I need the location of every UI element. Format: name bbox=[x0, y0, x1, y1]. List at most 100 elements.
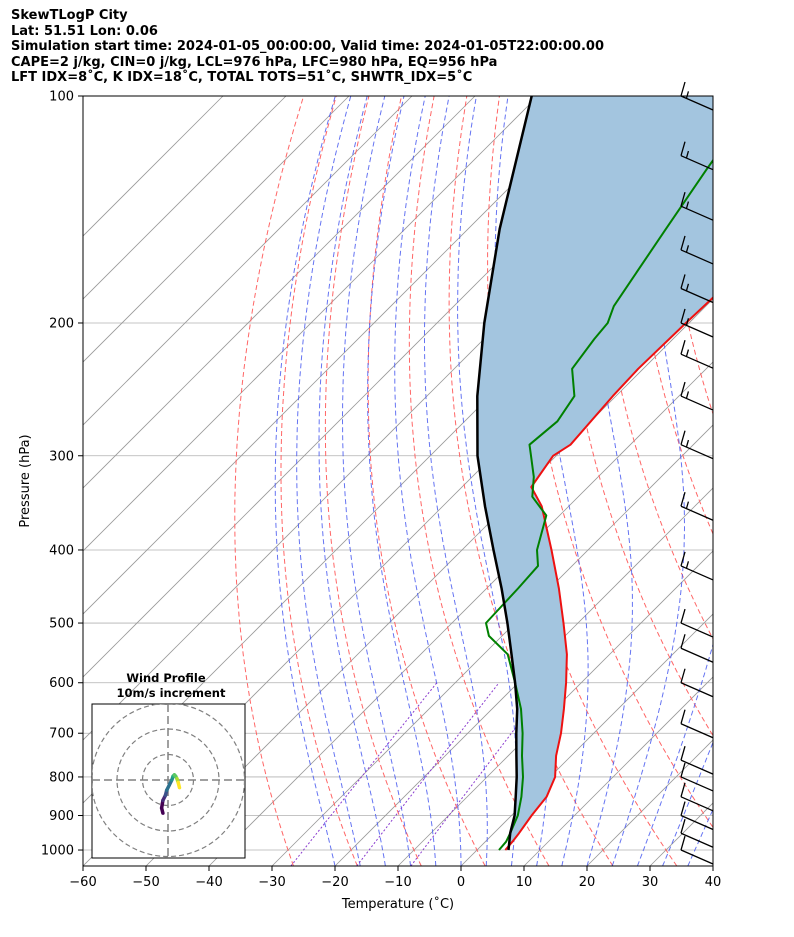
wind-barb bbox=[680, 192, 714, 221]
y-tick-label: 200 bbox=[49, 316, 74, 331]
x-tick-label: −60 bbox=[69, 875, 96, 890]
wind-barb-staff bbox=[680, 322, 714, 338]
dry-adiabat bbox=[662, 96, 713, 416]
dry-adiabat bbox=[728, 96, 794, 866]
wind-barb-flag bbox=[680, 819, 686, 834]
x-tick-label: 40 bbox=[705, 875, 722, 890]
isotherm bbox=[334, 487, 713, 866]
wind-barb-flag bbox=[680, 235, 686, 251]
wind-barb-half-flag bbox=[685, 439, 690, 448]
x-tick-label: −50 bbox=[132, 875, 159, 890]
wind-barb-staff bbox=[680, 796, 714, 812]
wind-barbs bbox=[680, 81, 714, 865]
wind-barb bbox=[680, 668, 714, 698]
wind-barb bbox=[680, 634, 714, 663]
wind-barb-half-flag bbox=[685, 349, 690, 357]
dry-adiabat bbox=[234, 96, 305, 866]
moist-adiabat bbox=[342, 96, 412, 866]
wind-barb bbox=[680, 81, 714, 111]
wind-barb bbox=[680, 551, 714, 581]
moist-adiabat bbox=[394, 96, 462, 866]
wind-barb bbox=[680, 819, 714, 848]
wind-barb-staff bbox=[680, 647, 714, 663]
y-tick-label: 600 bbox=[49, 676, 74, 691]
isotherm bbox=[83, 96, 539, 552]
wind-barb-flag bbox=[680, 381, 686, 397]
times-line: Simulation start time: 2024-01-05_00:00:… bbox=[11, 39, 604, 54]
y-tick-label: 1000 bbox=[41, 844, 74, 859]
hodograph-ring bbox=[92, 704, 245, 858]
wind-barb bbox=[680, 340, 714, 369]
wind-barb-flag bbox=[680, 308, 686, 324]
wind-barb-staff bbox=[680, 682, 714, 698]
isotherm bbox=[271, 424, 713, 866]
chart-title: SkewTLogP City bbox=[11, 8, 128, 23]
wind-barb-flag bbox=[680, 430, 686, 445]
y-tick-label: 900 bbox=[49, 809, 74, 824]
wind-barb bbox=[680, 782, 714, 812]
x-tick-label: 20 bbox=[579, 875, 596, 890]
wind-barb-flag bbox=[680, 745, 686, 761]
wind-barb-flag bbox=[680, 835, 686, 851]
x-tick-label: −30 bbox=[258, 875, 285, 890]
wind-barb-flag bbox=[680, 141, 686, 156]
wind-barb-half-flag bbox=[685, 283, 690, 292]
dry-adiabat bbox=[448, 96, 614, 866]
hodograph-segment bbox=[176, 780, 182, 790]
dry-adiabat bbox=[280, 96, 358, 866]
wind-barb-half-flag bbox=[685, 91, 690, 99]
location-line: Lat: 51.51 Lon: 0.06 bbox=[11, 23, 158, 39]
dewpoint-profile bbox=[485, 158, 713, 851]
hodograph-title: Wind Profile bbox=[126, 671, 206, 685]
wind-barb-flag bbox=[680, 709, 686, 724]
isotherm bbox=[208, 361, 713, 866]
x-tick-label: 10 bbox=[516, 875, 533, 890]
sounding-profiles bbox=[476, 96, 713, 851]
isotherm bbox=[83, 96, 413, 426]
moist-adiabat bbox=[296, 96, 361, 866]
y-tick-label: 800 bbox=[49, 770, 74, 785]
isotherm bbox=[83, 96, 476, 489]
wind-barb-staff bbox=[680, 832, 714, 848]
isotherm bbox=[83, 96, 602, 615]
moist-adiabat bbox=[318, 96, 386, 866]
isotherm bbox=[83, 96, 224, 237]
wind-barb-flag bbox=[680, 762, 686, 778]
wind-barb bbox=[680, 381, 714, 411]
x-tick-label: −40 bbox=[195, 875, 222, 890]
parcel-profile bbox=[476, 96, 533, 851]
chart-header: SkewTLogP City Lat: 51.51 Lon: 0.06 Simu… bbox=[11, 8, 791, 86]
wind-barb bbox=[680, 235, 714, 265]
wind-barb-flag bbox=[680, 782, 686, 797]
wind-barb-staff bbox=[680, 505, 714, 521]
x-tick-label: 30 bbox=[642, 875, 659, 890]
wind-barb-staff bbox=[680, 353, 714, 369]
y-axis-label: Pressure (hPa) bbox=[18, 434, 33, 527]
wind-barb bbox=[680, 801, 714, 831]
indices-line-1: CAPE=2 j/kg, CIN=0 j/kg, LCL=976 hPa, LF… bbox=[11, 54, 498, 70]
dry-adiabat bbox=[760, 96, 794, 866]
wind-barb bbox=[680, 430, 714, 460]
wind-barb bbox=[680, 835, 714, 865]
wind-barb-half-flag bbox=[685, 391, 690, 399]
moist-adiabat bbox=[424, 96, 488, 866]
axes: −60 −50 −40 −30 −20 −10 0 10 20 30 40 100 200 300 400 5… bbox=[41, 90, 721, 891]
hodograph-inset: Wind Profile 10m/s increment bbox=[91, 671, 246, 859]
wind-barb-half-flag bbox=[685, 201, 690, 209]
wind-barb-flag bbox=[680, 81, 686, 97]
y-tick-label: 500 bbox=[49, 617, 74, 632]
wind-barb bbox=[680, 608, 714, 638]
wind-barb-flag bbox=[680, 340, 686, 355]
wind-barb-flag bbox=[680, 492, 686, 507]
hodograph-subtitle: 10m/s increment bbox=[117, 686, 226, 700]
y-tick-label: 400 bbox=[49, 543, 74, 558]
wind-barb-half-flag bbox=[685, 561, 690, 569]
x-axis-label: Temperature (˚C) bbox=[341, 896, 454, 912]
cape-shading bbox=[477, 96, 713, 850]
wind-barb-half-flag bbox=[685, 501, 690, 509]
wind-barb-staff bbox=[680, 622, 714, 638]
wind-barb bbox=[680, 141, 714, 171]
moist-adiabat bbox=[636, 96, 713, 866]
wind-barb-half-flag bbox=[685, 245, 690, 253]
wind-barb-half-flag bbox=[685, 150, 690, 159]
